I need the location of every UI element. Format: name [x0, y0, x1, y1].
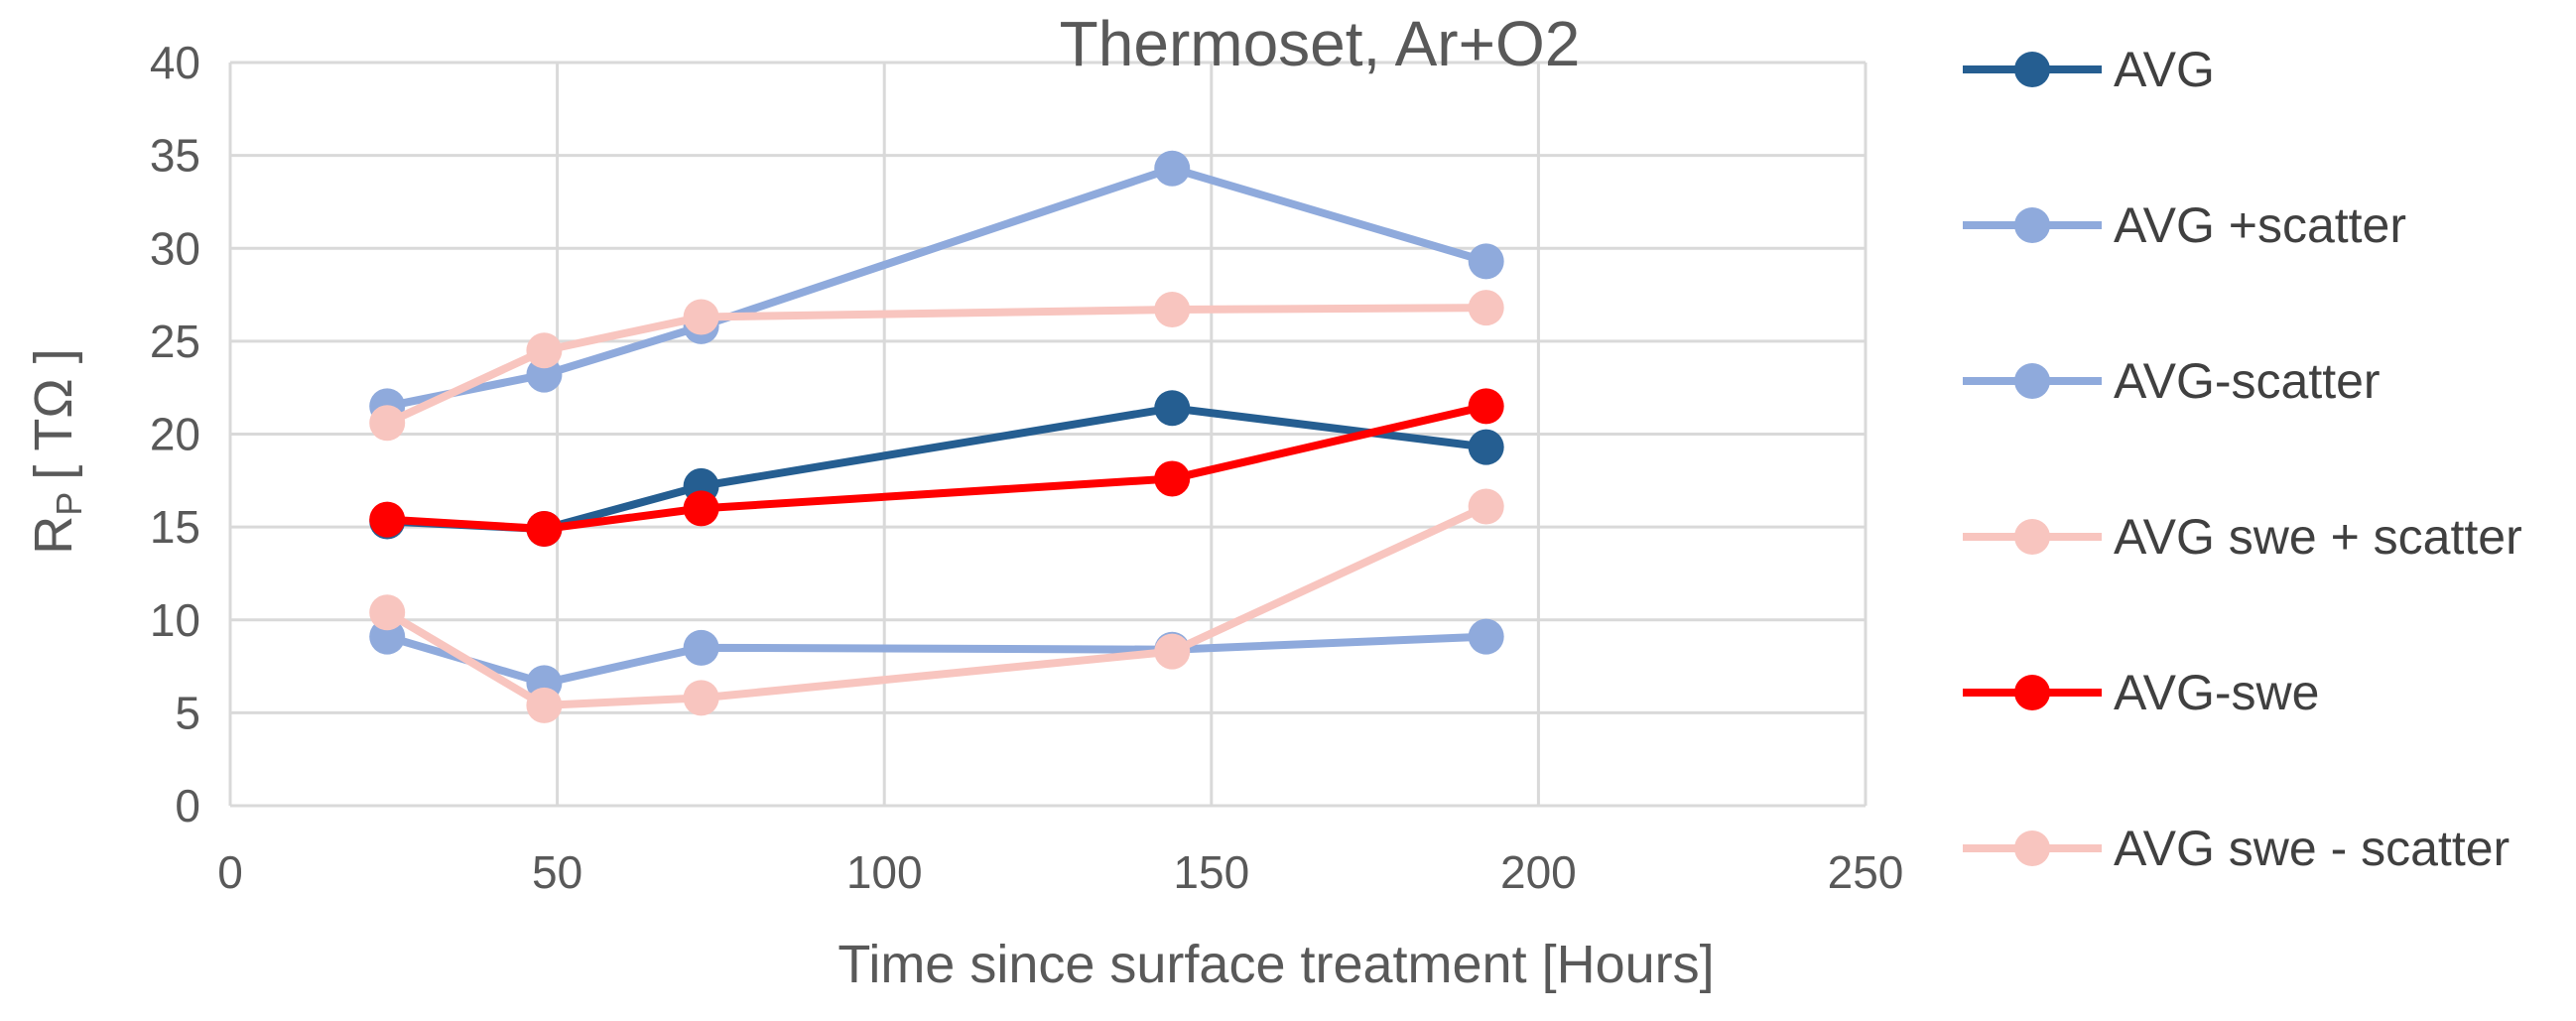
legend-label: AVG +scatter — [2114, 197, 2406, 253]
legend-swatch-marker — [2014, 207, 2050, 243]
legend-item-avg-scatter: AVG +scatter — [1963, 197, 2406, 253]
y-tick-label: 15 — [150, 501, 200, 553]
series-avg-swe-scatter — [369, 290, 1504, 442]
y-tick-label: 30 — [150, 222, 200, 274]
grid — [230, 61, 1868, 806]
legend-swatch-marker — [2014, 675, 2050, 710]
legend-label: AVG swe - scatter — [2114, 821, 2510, 876]
data-point-avg-swe — [1468, 388, 1504, 425]
legend-swatch-marker — [2014, 52, 2050, 87]
axes: 0 5 10 15 20 25 30 35 40 0 50 100 150 200 250 — [150, 37, 1904, 898]
data-point-avg-swe-scatter — [1468, 290, 1504, 326]
y-tick-label: 35 — [150, 130, 200, 182]
x-axis-title: Time since surface treatment [Hours] — [837, 935, 1714, 994]
series-avg-scatter — [369, 150, 1504, 425]
x-tick-label: 200 — [1500, 846, 1577, 898]
data-point-avg — [1468, 429, 1504, 465]
y-axis-title-unit: [ TΩ ] — [24, 348, 83, 479]
legend-label: AVG swe + scatter — [2114, 509, 2522, 565]
data-point-avg-swe-scatter — [369, 594, 406, 631]
legend-label: AVG — [2114, 42, 2215, 97]
legend-swatch-marker — [2014, 830, 2050, 866]
y-tick-label: 0 — [175, 780, 200, 831]
legend-item-avg-scatter: AVG-scatter — [1963, 353, 2381, 409]
y-axis-title-subscript: P — [49, 492, 89, 516]
legend-swatch-marker — [2014, 363, 2050, 399]
legend-label: AVG-scatter — [2114, 353, 2381, 409]
legend-item-avg: AVG — [1963, 42, 2215, 97]
x-tick-label: 150 — [1173, 846, 1249, 898]
data-point-avg-swe-scatter — [683, 299, 719, 335]
legend-label: AVG-swe — [2114, 665, 2319, 720]
y-tick-label: 40 — [150, 37, 200, 88]
data-point-avg-swe — [369, 501, 406, 538]
chart-title: Thermoset, Ar+O2 — [1060, 8, 1581, 79]
y-tick-label: 20 — [150, 409, 200, 460]
legend-item-avg-swe-scatter: AVG swe + scatter — [1963, 509, 2522, 565]
data-point-avg-swe — [683, 490, 719, 527]
legend: AVG AVG +scatter AVG-scatter AVG swe + scat… — [1963, 42, 2522, 876]
y-tick-label: 10 — [150, 594, 200, 646]
data-point-avg-swe-scatter — [1468, 488, 1504, 525]
series-avg-swe-scatter — [369, 488, 1504, 723]
y-axis-title-main: R — [24, 516, 83, 555]
x-tick-label: 250 — [1828, 846, 1904, 898]
series-layer — [369, 150, 1504, 723]
legend-item-avg-swe: AVG-swe — [1963, 665, 2319, 720]
data-point-avg-swe-scatter — [526, 332, 563, 369]
y-tick-label: 25 — [150, 316, 200, 367]
data-point-avg-scatter — [1468, 243, 1504, 280]
data-point-avg-scatter — [1468, 618, 1504, 655]
data-point-avg-swe-scatter — [683, 680, 719, 716]
y-tick-label: 5 — [175, 687, 200, 738]
data-point-avg-swe — [526, 510, 563, 547]
data-point-avg-swe-scatter — [1154, 292, 1191, 328]
data-point-avg-swe-scatter — [1154, 633, 1191, 670]
series-line-avg — [387, 404, 1487, 533]
data-point-avg-scatter — [1154, 150, 1191, 187]
data-point-avg-scatter — [683, 629, 719, 666]
series-avg-swe — [369, 388, 1504, 547]
data-point-avg-swe-scatter — [369, 405, 406, 442]
y-axis-title: RP [ TΩ ] — [24, 348, 89, 554]
x-tick-label: 0 — [217, 846, 243, 898]
legend-item-avg-swe-scatter: AVG swe - scatter — [1963, 821, 2510, 876]
data-point-avg — [1154, 390, 1191, 427]
data-point-avg-swe-scatter — [526, 687, 563, 723]
x-tick-label: 50 — [532, 846, 582, 898]
legend-swatch-marker — [2014, 519, 2050, 555]
x-tick-label: 100 — [846, 846, 923, 898]
data-point-avg-swe — [1154, 460, 1191, 497]
